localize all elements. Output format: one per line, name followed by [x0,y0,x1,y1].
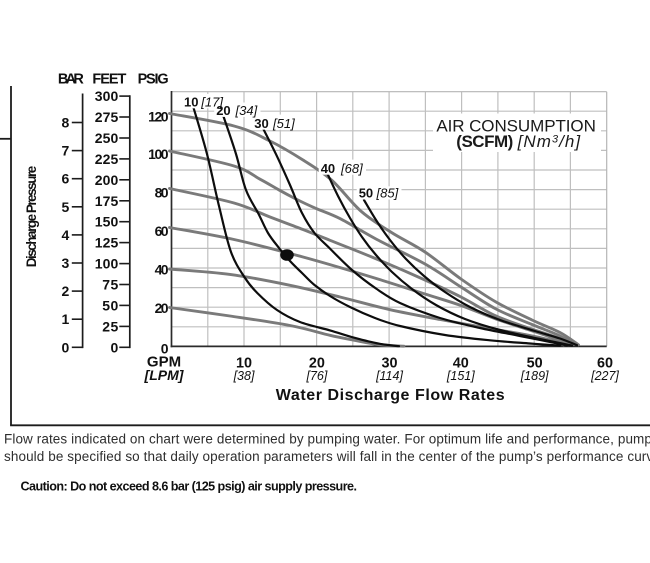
svg-text:FEET: FEET [92,72,126,88]
svg-text:20: 20 [216,103,230,118]
svg-text:0: 0 [62,339,70,355]
svg-text:275: 275 [95,109,119,125]
svg-text:30: 30 [254,116,268,131]
svg-text:Discharge Pressure: Discharge Pressure [24,165,39,267]
svg-text:30: 30 [381,355,397,371]
svg-text:should be specified so that da: should be specified so that daily operat… [4,449,650,464]
svg-text:8: 8 [62,115,70,131]
svg-text:BAR: BAR [58,72,85,88]
svg-text:[17]: [17] [200,94,223,109]
svg-text:[Nm3/h]: [Nm3/h] [517,132,582,151]
svg-text:Flow rates indicated on chart: Flow rates indicated on chart were deter… [4,431,650,446]
svg-text:0: 0 [161,340,169,356]
svg-text:[LPM]: [LPM] [144,367,185,383]
svg-text:4: 4 [62,227,70,243]
svg-text:20: 20 [155,300,169,316]
svg-text:10: 10 [184,94,198,109]
svg-text:100: 100 [95,256,119,272]
svg-text:200: 200 [95,172,119,188]
svg-text:120: 120 [148,108,169,124]
svg-text:1: 1 [62,311,70,327]
svg-text:300: 300 [95,88,119,104]
svg-text:175: 175 [95,193,119,209]
svg-text:50: 50 [102,297,118,313]
svg-text:60: 60 [155,223,169,239]
svg-text:100: 100 [148,146,169,162]
svg-text:PSIG: PSIG [138,72,169,88]
svg-text:225: 225 [95,151,119,167]
svg-text:80: 80 [155,184,169,200]
svg-text:60: 60 [597,355,613,371]
svg-text:25: 25 [102,318,118,334]
svg-text:6: 6 [62,171,70,187]
svg-text:125: 125 [95,235,119,251]
svg-text:40: 40 [453,355,469,371]
svg-text:Water Discharge Flow Rates: Water Discharge Flow Rates [276,387,505,404]
svg-text:[114]: [114] [375,369,403,383]
svg-text:[227]: [227] [590,369,619,383]
svg-text:[189]: [189] [520,369,549,383]
svg-text:250: 250 [95,130,119,146]
svg-text:[151]: [151] [446,369,475,383]
svg-text:(SCFM): (SCFM) [456,132,513,151]
svg-text:Caution: Do not exceed 8.6 bar: Caution: Do not exceed 8.6 bar (125 psig… [21,479,358,493]
svg-text:[51]: [51] [272,116,295,131]
svg-text:10: 10 [236,355,252,371]
svg-text:40: 40 [155,261,169,277]
svg-text:50: 50 [359,186,373,201]
svg-text:[76]: [76] [305,369,327,383]
svg-text:0: 0 [111,339,119,355]
svg-text:GPM: GPM [147,354,181,371]
svg-text:AIR CONSUMPTION: AIR CONSUMPTION [436,117,596,136]
svg-text:150: 150 [95,214,119,230]
svg-text:50: 50 [527,355,543,371]
svg-text:2: 2 [62,283,70,299]
svg-text:3: 3 [62,255,70,271]
svg-text:[34]: [34] [235,103,258,118]
svg-text:7: 7 [62,143,70,159]
svg-text:[68]: [68] [340,161,363,176]
svg-text:[85]: [85] [376,186,399,201]
svg-text:40: 40 [321,161,335,176]
svg-text:5: 5 [62,199,70,215]
svg-text:75: 75 [102,277,118,293]
svg-text:20: 20 [309,355,325,371]
svg-text:[38]: [38] [233,369,255,383]
